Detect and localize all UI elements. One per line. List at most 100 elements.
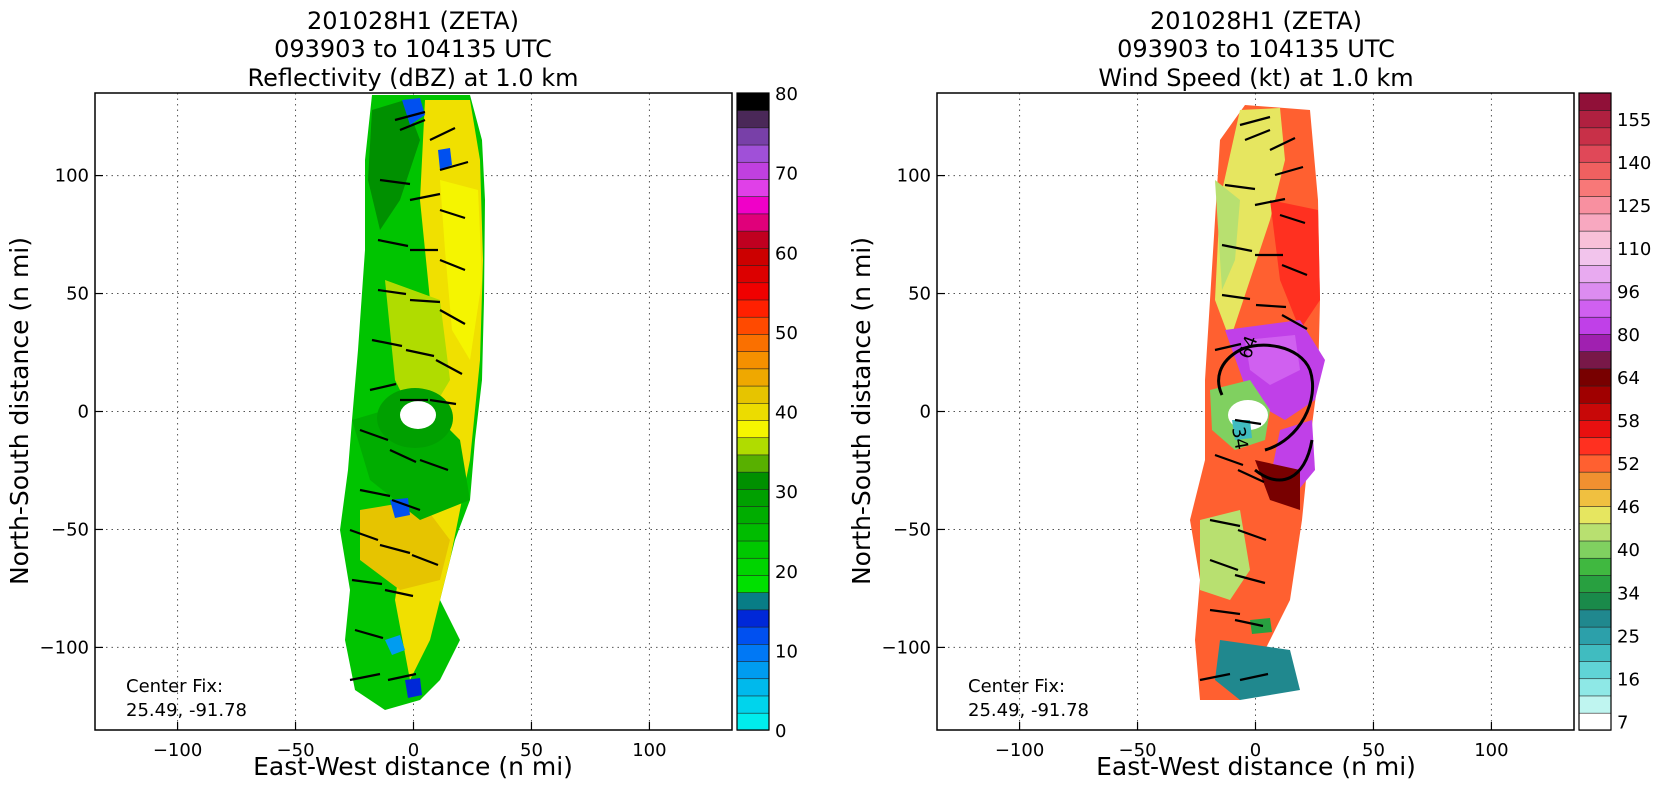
colorbar-swatch [1578,350,1612,370]
colorbar-swatch [736,454,770,473]
colorbar-swatch [736,385,770,404]
colorbar-swatch [1578,109,1612,129]
colorbar-swatch [736,695,770,714]
panel-reflectivity: 201028H1 (ZETA) 093903 to 104135 UTC Ref… [5,7,798,781]
y-tick-label: 0 [920,402,931,423]
colorbar-swatch [1578,540,1612,559]
axis-ticks: −100 −50 0 50 100 −100 −50 0 50 100 [882,166,1509,761]
colorbar-swatch [1578,712,1612,731]
colorbar-tick-label: 80 [775,84,798,105]
colorbar-swatch [736,557,770,576]
colorbar-swatch [1578,523,1612,542]
colorbar-swatch [1578,195,1612,215]
colorbar-swatch [736,471,770,490]
colorbar-tick-label: 50 [775,323,798,344]
x-tick-label: 0 [1250,740,1261,761]
colorbar-swatch [1578,626,1612,645]
panel-wind-speed: 201028H1 (ZETA) 093903 to 104135 UTC Win… [847,7,1651,781]
colorbar-swatch [736,109,770,129]
colorbar-swatch [736,264,770,284]
colorbar-swatch [1578,643,1612,662]
colorbar-swatch [1578,316,1612,335]
colorbar-reflectivity: 0 10 20 30 40 50 60 70 80 [736,84,798,742]
colorbar-tick-label: 64 [1617,368,1640,389]
colorbar-swatch [1578,144,1612,163]
x-axis-label: East-West distance (n mi) [1096,752,1416,781]
colorbar-tick-label: 20 [775,562,798,583]
colorbar-swatch [736,195,770,215]
colorbar-tick-label: 96 [1617,282,1640,303]
colorbar-swatch [1578,299,1612,318]
colorbar-swatch [1578,454,1612,473]
panel-title-line-2: 093903 to 104135 UTC [274,35,552,63]
colorbar-swatch [736,282,770,301]
colorbar-swatch [736,333,770,352]
y-axis-label: North-South distance (n mi) [5,237,34,585]
colorbar-tick-label: 46 [1617,497,1640,518]
colorbar-swatch [736,540,770,559]
colorbar-swatch [1578,609,1612,628]
y-tick-label: −100 [40,637,89,658]
colorbar-swatch [736,144,770,163]
wind-speed-field [1190,105,1325,700]
axis-ticks: −100 −50 0 50 100 −100 −50 0 50 100 [40,166,667,761]
colorbar-swatch [736,712,770,731]
y-tick-label: 50 [66,284,89,305]
colorbar-swatch [1578,695,1612,714]
colorbar-frame [736,92,770,731]
colorbar-tick-label: 0 [775,721,786,742]
wind-barbs [1199,115,1308,682]
colorbar-swatch [1578,437,1612,456]
colorbar-swatch [736,316,770,335]
colorbar-swatch [736,419,770,439]
colorbar-tick-label: 10 [775,641,798,662]
colorbar-tick-label: 110 [1617,239,1651,260]
x-tick-label: −50 [277,740,315,761]
colorbar-tick-label: 40 [775,403,798,424]
colorbar-swatch [1578,213,1612,232]
y-axis-label: North-South distance (n mi) [847,237,876,585]
y-tick-label: 100 [897,166,931,187]
colorbar-swatch [1578,127,1612,146]
colorbar-swatch [736,350,770,370]
colorbar-swatch [736,678,770,697]
colorbar-tick-label: 16 [1617,669,1640,690]
reflectivity-field [340,95,485,710]
wind-barbs [349,110,469,682]
panel-title-line-1: 201028H1 (ZETA) [1150,7,1362,35]
x-tick-label: 50 [520,740,543,761]
colorbar-tick-label: 34 [1617,583,1640,604]
colorbar-tick-label: 58 [1617,411,1640,432]
colorbar-swatch [736,161,770,180]
contour-label-34: 34 [1227,425,1252,451]
colorbar-swatch [1578,488,1612,507]
x-tick-label: −100 [153,740,202,761]
colorbar-swatch [736,247,770,266]
x-tick-label: −50 [1119,740,1157,761]
colorbar-swatch [1578,385,1612,404]
colorbar-swatch [1578,660,1612,680]
colorbar-frame [1578,92,1612,731]
y-tick-label: −50 [51,519,89,540]
colorbar-swatch [736,626,770,645]
colorbar-swatch [1578,419,1612,439]
colorbar-swatch [1578,368,1612,387]
colorbar-swatch [1578,574,1612,593]
colorbar-swatch [1578,591,1612,611]
colorbar-tick-label: 30 [775,482,798,503]
colorbar-swatch [1578,282,1612,301]
x-tick-label: 50 [1362,740,1385,761]
y-tick-label: 0 [78,402,89,423]
colorbar-swatch [736,368,770,387]
y-tick-label: −50 [893,519,931,540]
colorbar-swatch [736,643,770,662]
colorbar-swatch [736,574,770,593]
colorbar-tick-label: 52 [1617,454,1640,475]
colorbar-tick-label: 155 [1617,110,1651,131]
center-fix-label: Center Fix: [968,676,1065,697]
y-tick-label: 50 [908,284,931,305]
panel-title-line-2: 093903 to 104135 UTC [1117,35,1395,63]
colorbar-swatch [1578,402,1612,421]
x-axis-label: East-West distance (n mi) [253,752,573,781]
